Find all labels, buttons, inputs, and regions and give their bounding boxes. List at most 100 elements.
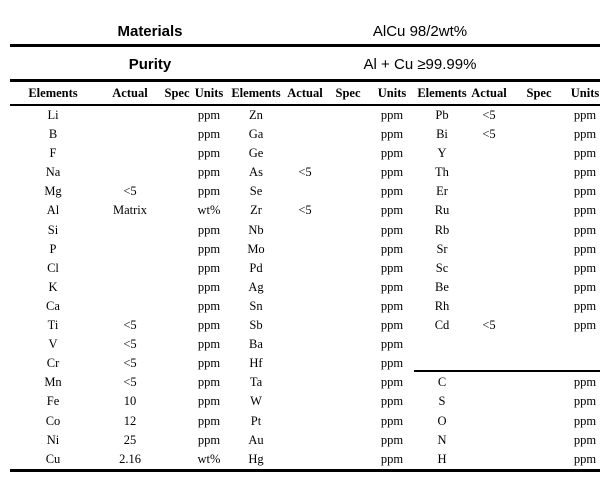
element-cell: Au (248, 432, 264, 447)
units-cell: ppm (197, 127, 221, 142)
spec-cell (164, 412, 190, 431)
horizontal-rule-mid (10, 79, 600, 82)
purity-label: Purity (128, 56, 172, 73)
element-cell: V (48, 337, 58, 352)
actual-cell (470, 412, 508, 431)
actual-cell (284, 354, 326, 373)
actual-cell (470, 392, 508, 411)
units-cell: ppm (573, 222, 597, 237)
units-cell: ppm (380, 413, 404, 428)
units-cell: ppm (197, 146, 221, 161)
horizontal-rule-bottom (10, 469, 600, 472)
units-cell: ppm (573, 184, 597, 199)
units-cell: ppm (197, 184, 221, 199)
element-cell: Pb (435, 108, 449, 122)
element-cell: Ca (46, 298, 60, 313)
column-header-elements: Elements (231, 86, 281, 100)
spec-cell (326, 125, 370, 144)
element-cell: Sr (436, 241, 448, 256)
element-cell (414, 335, 470, 354)
units-cell: ppm (380, 241, 404, 256)
element-cell: Sb (249, 318, 263, 333)
element-cell: Bi (436, 127, 448, 142)
spec-cell (508, 450, 570, 469)
spec-cell (508, 221, 570, 240)
spec-cell (326, 201, 370, 220)
actual-cell (284, 106, 326, 125)
actual-cell: 2.16 (119, 451, 141, 466)
actual-cell (96, 221, 164, 240)
element-cell: Be (435, 279, 449, 294)
spec-cell (508, 316, 570, 335)
actual-cell: <5 (482, 318, 496, 333)
element-cell: Cr (46, 356, 60, 371)
units-cell: ppm (573, 165, 597, 180)
element-cell: Na (45, 165, 61, 180)
actual-cell (470, 221, 508, 240)
element-cell: Rh (434, 298, 450, 313)
spec-cell (326, 316, 370, 335)
element-cell: Mn (44, 375, 62, 390)
units-cell: ppm (573, 260, 597, 275)
spec-cell (508, 125, 570, 144)
actual-cell (96, 259, 164, 278)
actual-cell (284, 431, 326, 450)
actual-cell (284, 373, 326, 392)
actual-cell (284, 297, 326, 316)
actual-cell (284, 335, 326, 354)
column-header-elements: Elements (417, 86, 467, 100)
actual-cell (470, 163, 508, 182)
element-cell: Ge (248, 146, 264, 161)
spec-cell (326, 144, 370, 163)
element-cell: K (48, 279, 58, 294)
element-cell: Hg (248, 451, 264, 466)
column-header-actual: Actual (471, 86, 507, 100)
spec-cell (326, 221, 370, 240)
actual-cell (470, 297, 508, 316)
spec-cell (164, 431, 190, 450)
actual-cell (96, 144, 164, 163)
spec-cell (326, 354, 370, 373)
units-cell: ppm (197, 337, 221, 352)
units-cell: ppm (380, 146, 404, 161)
spec-cell (326, 431, 370, 450)
element-cell: Ru (434, 203, 450, 218)
gas-section-divider (414, 370, 600, 372)
units-cell: wt% (197, 203, 221, 218)
actual-cell (284, 144, 326, 163)
actual-cell: <5 (123, 375, 137, 390)
units-cell: ppm (573, 451, 597, 466)
units-cell: ppm (380, 279, 404, 294)
element-cell: Nb (248, 222, 264, 237)
spec-cell (326, 240, 370, 259)
column-header-spec: Spec (164, 86, 190, 100)
actual-cell (96, 163, 164, 182)
units-cell: ppm (380, 337, 404, 352)
units-cell: ppm (573, 318, 597, 333)
element-cell: F (49, 146, 57, 161)
horizontal-rule-top (10, 44, 600, 47)
spec-cell (164, 240, 190, 259)
column-header-actual: Actual (112, 86, 148, 100)
column-header-row: Elements Actual Spec Units Elements Actual Spe… (10, 84, 600, 102)
element-cell: Sc (435, 260, 449, 275)
spec-cell (508, 163, 570, 182)
actual-cell (284, 240, 326, 259)
element-cell: P (49, 241, 57, 256)
spec-cell (508, 201, 570, 220)
element-cell: Al (46, 203, 60, 218)
units-cell: ppm (573, 203, 597, 218)
units-cell: ppm (197, 413, 221, 428)
actual-cell: <5 (482, 108, 496, 122)
element-cell: Cd (434, 318, 450, 333)
element-cell: W (250, 394, 262, 409)
element-cell: C (437, 375, 447, 390)
spec-cell (508, 278, 570, 297)
spec-cell (164, 259, 190, 278)
spec-cell (326, 450, 370, 469)
element-cell: B (48, 127, 58, 142)
units-cell: ppm (380, 184, 404, 199)
units-cell: ppm (380, 375, 404, 390)
units-cell: ppm (380, 222, 404, 237)
actual-cell (284, 450, 326, 469)
